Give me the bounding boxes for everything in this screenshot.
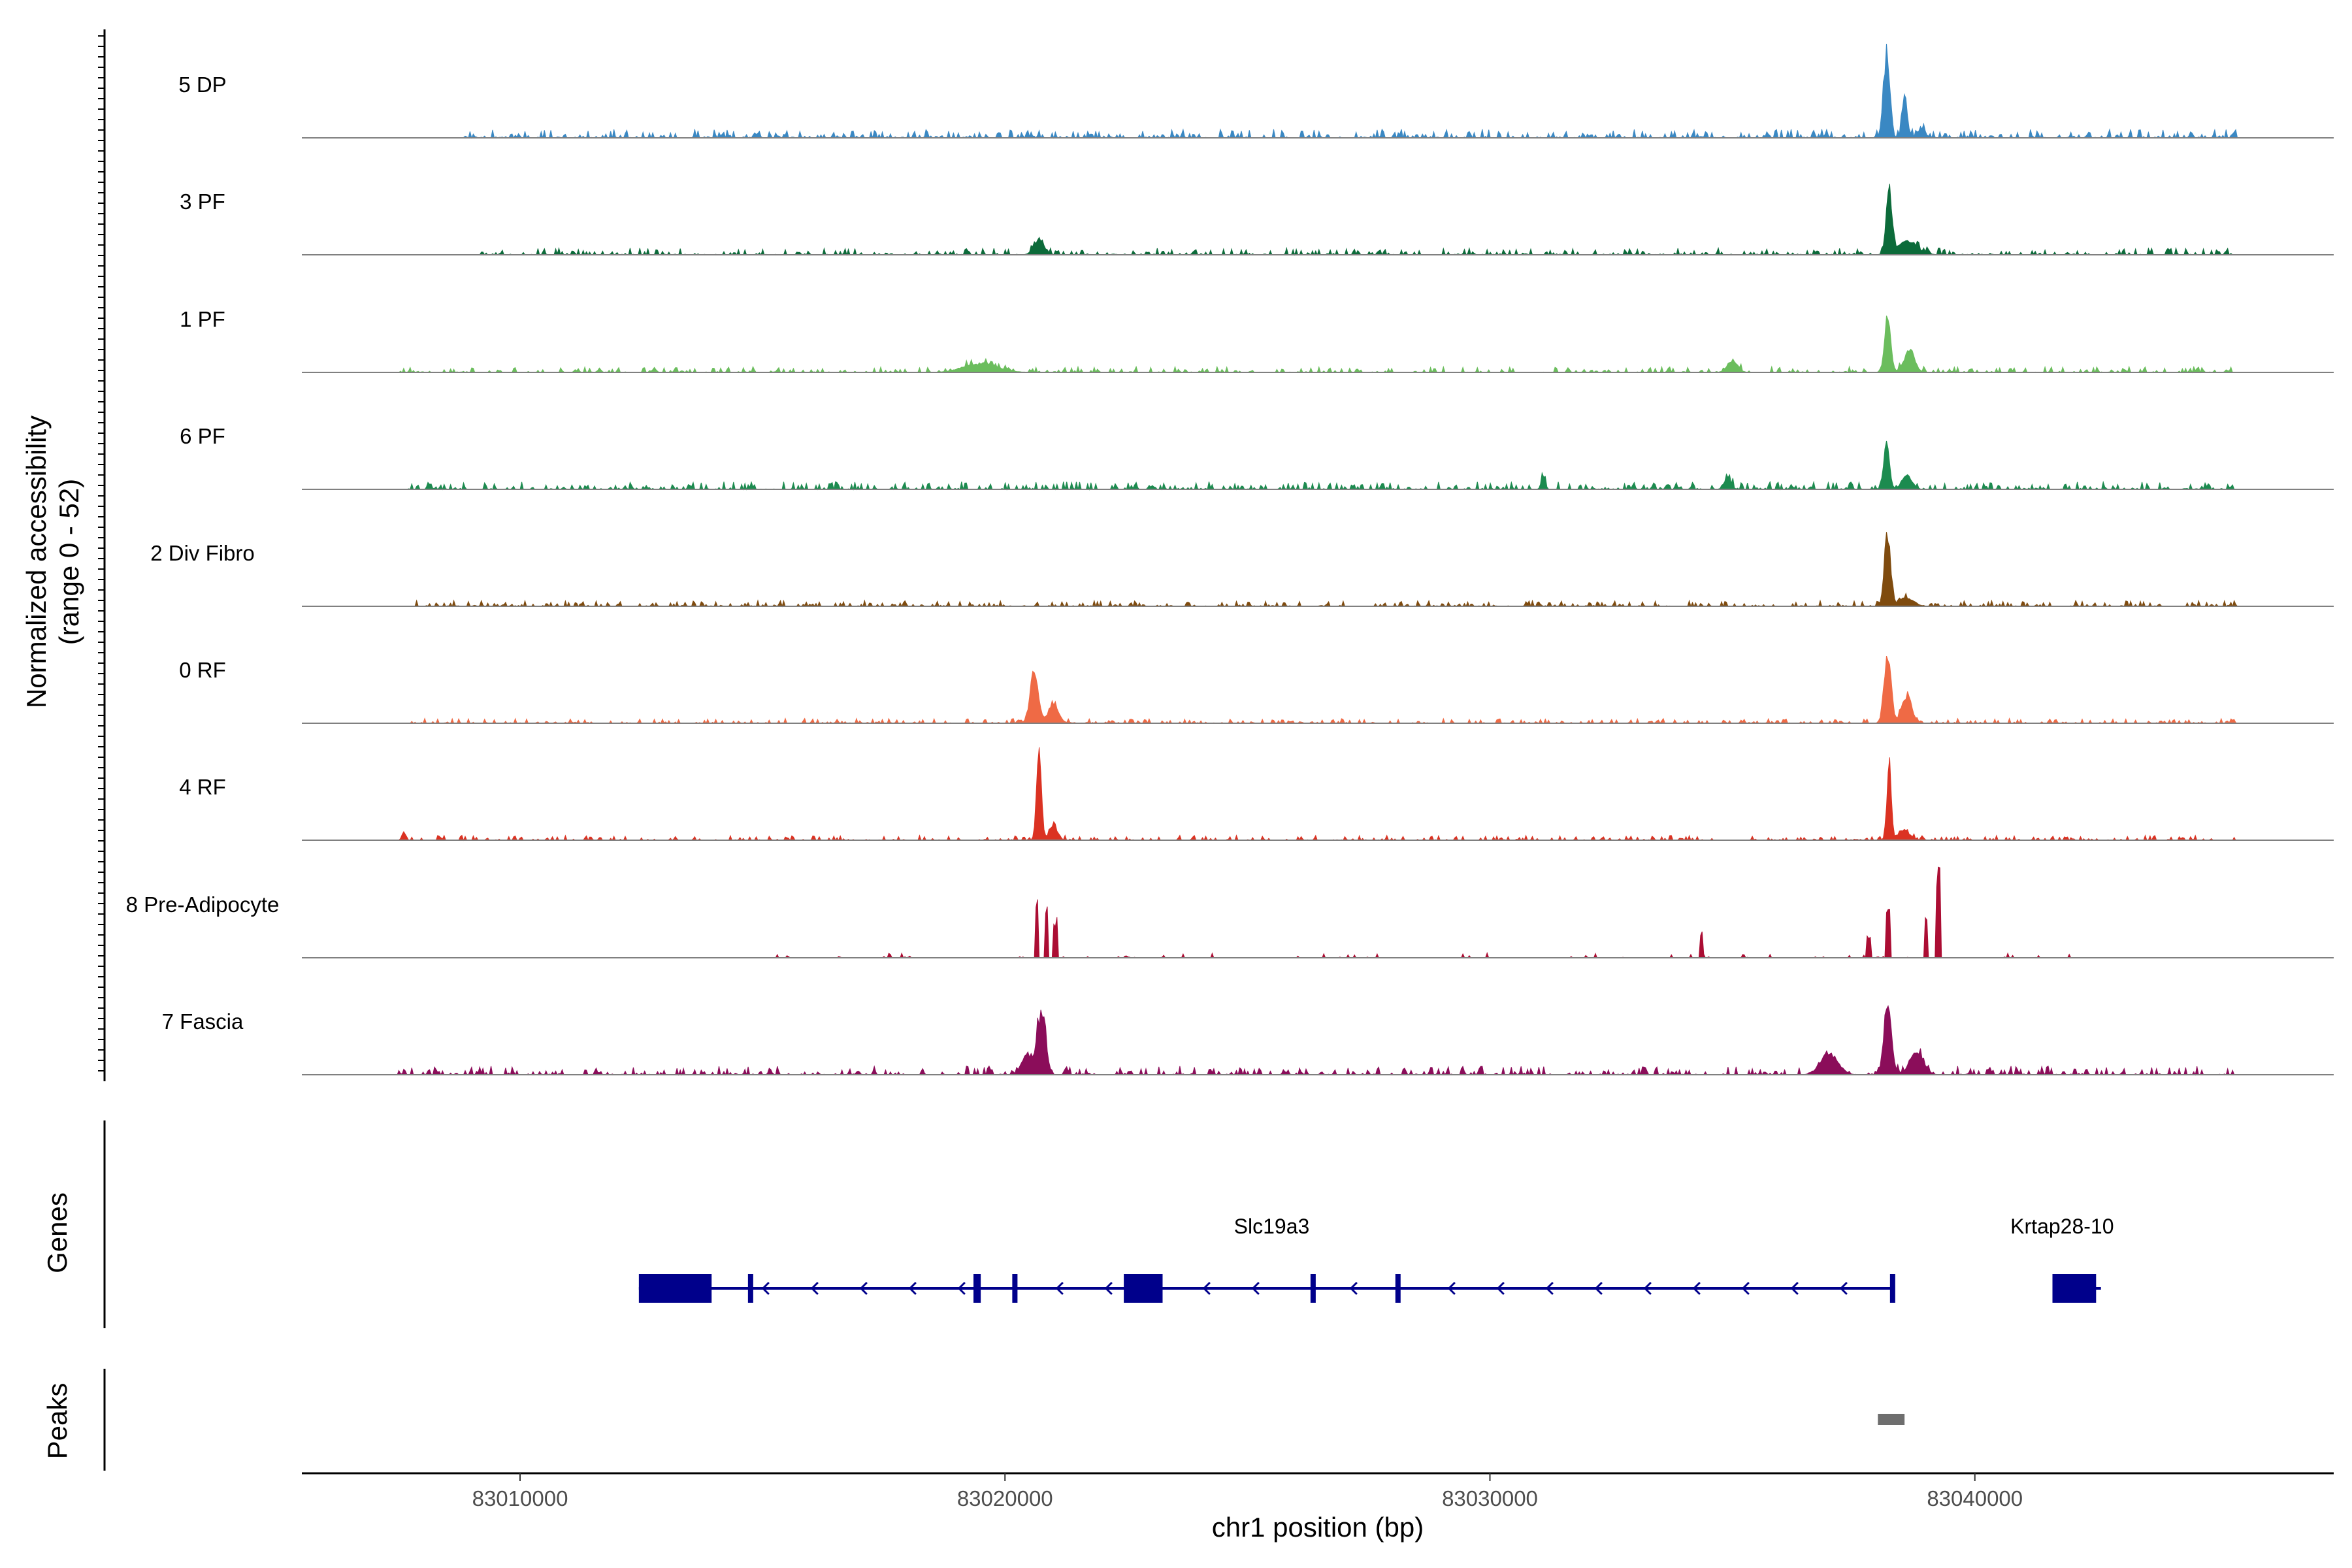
- x-tick-label: 83030000: [1442, 1486, 1538, 1511]
- x-tick-label: 83010000: [472, 1486, 568, 1511]
- gene-krtap28-10: Krtap28-10: [2010, 1215, 2114, 1303]
- track-3-pf: 3 PF: [180, 184, 2334, 256]
- gene-models: Slc19a3 Krtap28-10: [638, 1215, 2114, 1303]
- strand-arrow: [1741, 1281, 1750, 1296]
- peak-region: [1878, 1414, 1905, 1425]
- gene-exon: [1310, 1274, 1316, 1303]
- strand-arrow: [1496, 1281, 1505, 1296]
- strand-arrow: [1692, 1281, 1701, 1296]
- strand-arrow: [1790, 1281, 1799, 1296]
- track-4-rf: 4 RF: [179, 747, 2334, 841]
- x-tick-label: 83040000: [1927, 1486, 2023, 1511]
- track-7-fascia: 7 Fascia: [162, 1005, 2334, 1076]
- track-1-pf: 1 PF: [180, 307, 2334, 374]
- coverage-area: [302, 184, 2242, 256]
- coverage-area: [302, 866, 2242, 959]
- strand-arrow: [1447, 1281, 1456, 1296]
- track-label: 0 RF: [179, 658, 226, 682]
- track-label: 4 RF: [179, 775, 226, 799]
- track-8-pre-adipocyte: 8 Pre-Adipocyte: [126, 866, 2334, 959]
- coverage-area: [302, 1005, 2242, 1076]
- gene-label: Krtap28-10: [2010, 1215, 2114, 1238]
- coverage-area: [302, 655, 2242, 725]
- gene-exon: [638, 1274, 712, 1303]
- gene-slc19a3: Slc19a3: [638, 1215, 1895, 1303]
- coverage-area: [302, 747, 2242, 841]
- track-label: 8 Pre-Adipocyte: [126, 892, 280, 917]
- track-label: 7 Fascia: [162, 1009, 244, 1034]
- peak-regions: [1878, 1414, 1905, 1425]
- x-tick-label: 83020000: [957, 1486, 1053, 1511]
- track-label: 3 PF: [180, 189, 225, 214]
- gene-label: Slc19a3: [1234, 1215, 1310, 1238]
- x-axis-title: chr1 position (bp): [1212, 1512, 1424, 1543]
- track-label: 6 PF: [180, 424, 225, 448]
- gene-exon: [1395, 1274, 1401, 1303]
- strand-arrow: [761, 1281, 770, 1296]
- y-axis-title-line2: (range 0 - 52): [54, 479, 84, 645]
- strand-arrow: [1349, 1281, 1358, 1296]
- x-axis-ticks: 83010000 83020000 83030000 83040000: [472, 1473, 2023, 1511]
- coverage-area: [302, 316, 2242, 374]
- track-2-div-fibro: 2 Div Fibro: [150, 532, 2334, 608]
- strand-arrow: [1594, 1281, 1603, 1296]
- y-axis-title: Normalized accessibility (range 0 - 52): [21, 416, 84, 708]
- coverage-tracks: 5 DP 3 PF 1 PF 6 PF 2 Div Fibro 0 RF 4 RF 8 Pre…: [126, 44, 2334, 1076]
- strand-arrow: [1202, 1281, 1211, 1296]
- peaks-track-title: Peaks: [42, 1383, 73, 1460]
- coverage-area: [302, 440, 2242, 491]
- track-0-rf: 0 RF: [179, 655, 2334, 725]
- y-axis-title-line1: Normalized accessibility: [21, 416, 52, 708]
- track-label: 1 PF: [180, 307, 225, 331]
- coverage-area: [302, 532, 2242, 608]
- strand-arrow: [957, 1281, 966, 1296]
- strand-arrow: [1055, 1281, 1064, 1296]
- strand-arrow: [908, 1281, 917, 1296]
- track-label: 5 DP: [178, 73, 226, 97]
- track-6-pf: 6 PF: [180, 424, 2334, 491]
- gene-exon: [973, 1274, 981, 1303]
- coverage-axis-ticks: [98, 35, 105, 1071]
- strand-arrow: [810, 1281, 819, 1296]
- strand-arrow: [859, 1281, 868, 1296]
- gene-exon: [2052, 1274, 2097, 1303]
- strand-arrow: [1545, 1281, 1554, 1296]
- coverage-area: [302, 44, 2242, 139]
- gene-exon: [1889, 1274, 1895, 1303]
- gene-exon: [747, 1274, 753, 1303]
- track-5-dp: 5 DP: [178, 44, 2334, 139]
- genes-track-title: Genes: [42, 1192, 73, 1273]
- gene-exon: [1124, 1274, 1163, 1303]
- strand-arrow: [1839, 1281, 1848, 1296]
- strand-arrow: [1104, 1281, 1113, 1296]
- strand-arrow: [1643, 1281, 1652, 1296]
- gene-exon: [1012, 1274, 1018, 1303]
- strand-arrow: [1251, 1281, 1260, 1296]
- track-label: 2 Div Fibro: [150, 541, 255, 565]
